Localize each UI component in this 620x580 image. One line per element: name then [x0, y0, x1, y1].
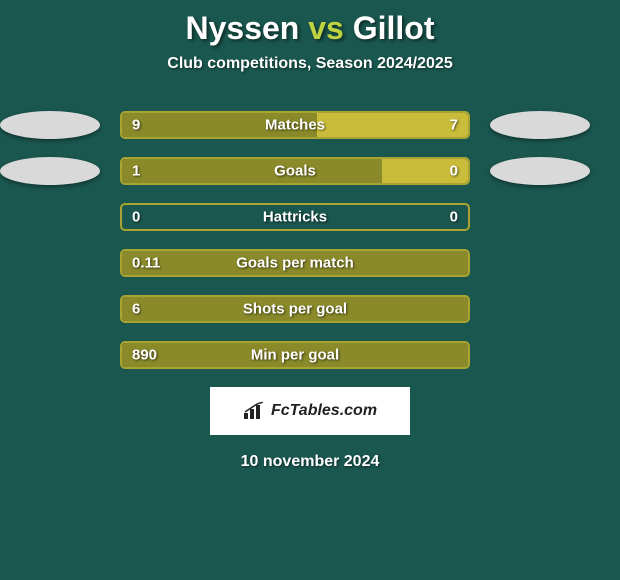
player1-bar-fill: [122, 159, 382, 183]
stat-label: Goals: [274, 163, 316, 180]
stat-label: Matches: [265, 117, 325, 134]
player2-value: 0: [450, 163, 458, 180]
avatar-spacer: [0, 249, 100, 277]
avatar-spacer: [0, 203, 100, 231]
page-title: Nyssen vs Gillot: [0, 0, 620, 55]
stat-label: Hattricks: [263, 209, 327, 226]
player2-value: 7: [450, 117, 458, 134]
avatar-placeholder-icon: [490, 111, 590, 139]
player1-name: Nyssen: [186, 10, 300, 46]
player2-avatar: [490, 157, 590, 185]
stat-label: Min per goal: [251, 347, 339, 364]
player2-bar-fill: [317, 113, 468, 137]
player1-avatar: [0, 157, 100, 185]
stat-bar: 9 7 Matches: [120, 111, 470, 139]
player1-value: 6: [132, 301, 140, 318]
player2-avatar: [490, 111, 590, 139]
stat-bar: 1 0 Goals: [120, 157, 470, 185]
stat-label: Shots per goal: [243, 301, 347, 318]
avatar-spacer: [490, 203, 590, 231]
player1-avatar: [0, 111, 100, 139]
avatar-spacer: [0, 341, 100, 369]
stats-container: 9 7 Matches 1 0 Goals 0 0 Hattricks 0.11 Goals per…: [0, 111, 620, 369]
avatar-spacer: [490, 249, 590, 277]
stat-row: 0 0 Hattricks: [0, 203, 620, 231]
player1-value: 0: [132, 209, 140, 226]
player1-value: 9: [132, 117, 140, 134]
brand-text: FcTables.com: [271, 402, 377, 420]
avatar-placeholder-icon: [0, 157, 100, 185]
avatar-placeholder-icon: [490, 157, 590, 185]
stat-row: 1 0 Goals: [0, 157, 620, 185]
stat-row: 890 Min per goal: [0, 341, 620, 369]
stat-row: 9 7 Matches: [0, 111, 620, 139]
avatar-spacer: [490, 295, 590, 323]
avatar-spacer: [0, 295, 100, 323]
stat-label: Goals per match: [236, 255, 354, 272]
brand-chart-icon: [243, 402, 265, 420]
avatar-placeholder-icon: [0, 111, 100, 139]
player1-value: 890: [132, 347, 157, 364]
player1-value: 1: [132, 163, 140, 180]
subtitle: Club competitions, Season 2024/2025: [0, 55, 620, 73]
player2-value: 0: [450, 209, 458, 226]
stat-bar: 0 0 Hattricks: [120, 203, 470, 231]
player1-value: 0.11: [132, 255, 160, 272]
vs-text: vs: [308, 10, 344, 46]
stat-bar: 6 Shots per goal: [120, 295, 470, 323]
stat-bar: 890 Min per goal: [120, 341, 470, 369]
date-text: 10 november 2024: [0, 453, 620, 471]
avatar-spacer: [490, 341, 590, 369]
stat-row: 0.11 Goals per match: [0, 249, 620, 277]
stat-bar: 0.11 Goals per match: [120, 249, 470, 277]
player2-name: Gillot: [353, 10, 435, 46]
brand-badge: FcTables.com: [210, 387, 410, 435]
stat-row: 6 Shots per goal: [0, 295, 620, 323]
